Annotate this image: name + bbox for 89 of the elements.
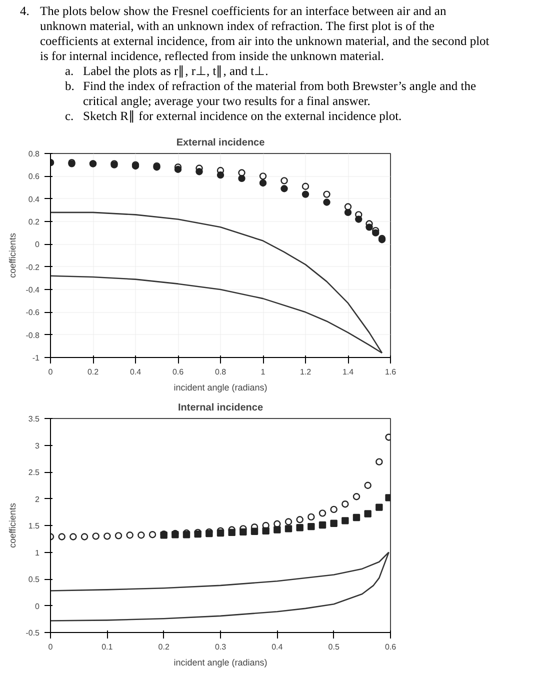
- y-tick-label: 0.2: [28, 218, 40, 227]
- point: [284, 518, 292, 526]
- point: [323, 198, 330, 206]
- point: [318, 510, 326, 517]
- x-tick-label: 0: [48, 642, 54, 652]
- point: [302, 182, 310, 190]
- point: [296, 524, 304, 532]
- point: [126, 532, 134, 539]
- x-axis-title: incident angle (radians): [174, 382, 268, 393]
- y-tick-label: 3.5: [28, 414, 40, 424]
- x-tick-label: 1.4: [342, 368, 354, 377]
- point: [259, 172, 267, 180]
- point: [280, 177, 288, 184]
- y-axis-title: coefficients: [8, 502, 18, 548]
- point: [104, 532, 111, 540]
- y-tick-label: 1.5: [28, 522, 40, 531]
- text: The plots below show the Fresnel coefficients for an interface between air and an unknown material, with an unknown index of refraction. The first plot is of the coefficients at external incidence, from air into the unknown material, and the second plot is for internal incidence, reflected from inside the unknown material.: [40, 4, 490, 64]
- y-tick-label: 0.4: [28, 194, 40, 204]
- point: [238, 174, 246, 182]
- x-tick-label: 0.3: [214, 642, 227, 652]
- chart-title: External incidence: [176, 138, 266, 149]
- y-tick-label: 2.5: [28, 468, 40, 478]
- x-tick-label: 0.6: [384, 642, 397, 652]
- text: b.: [65, 79, 76, 95]
- y-tick-label: 1: [35, 548, 40, 558]
- x-tick-label: 0.2: [87, 368, 100, 377]
- y-tick-label: -0.8: [26, 330, 40, 340]
- chart-title: Internal incidence: [178, 402, 264, 414]
- point: [352, 493, 360, 500]
- point: [323, 190, 330, 198]
- point: [302, 190, 310, 198]
- x-tick-label: 0.4: [272, 642, 284, 652]
- x-tick-label: 0: [48, 368, 54, 377]
- x-tick-label: 0.6: [172, 368, 184, 377]
- point: [274, 526, 281, 534]
- point: [344, 203, 352, 210]
- x-tick-label: 1: [260, 368, 266, 377]
- point: [376, 504, 383, 512]
- point: [80, 533, 88, 540]
- y-tick-label: -0.5: [26, 628, 40, 638]
- y-axis-title: coefficients: [8, 232, 18, 278]
- y-tick-label: -0.2: [26, 262, 40, 272]
- point: [342, 517, 349, 524]
- point: [284, 525, 292, 532]
- y-tick-label: -0.6: [26, 308, 40, 318]
- y-tick-label: -0.4: [26, 286, 40, 295]
- point: [364, 482, 372, 490]
- point: [138, 532, 145, 539]
- y-tick-label: 0.5: [28, 575, 40, 584]
- y-tick-label: -1: [32, 354, 40, 363]
- point: [114, 532, 122, 540]
- text: Find the index of refraction of the material from both Brewster’s angle and the critical angle; average your two results for a final answer.: [83, 79, 478, 109]
- text: a.: [65, 64, 75, 79]
- text: Sketch R∥ for external incidence on the external incidence plot.: [83, 109, 403, 124]
- y-tick-label: 0.8: [28, 150, 40, 159]
- point: [318, 522, 326, 529]
- point: [259, 180, 267, 187]
- point: [364, 510, 372, 518]
- point: [376, 458, 383, 466]
- point: [58, 533, 66, 540]
- point: [352, 514, 360, 522]
- x-tick-label: 0.1: [102, 642, 114, 652]
- point: [296, 516, 304, 524]
- point: [308, 513, 315, 521]
- point: [308, 523, 315, 530]
- point: [92, 532, 100, 540]
- point: [148, 531, 156, 538]
- x-tick-label: 0.4: [130, 368, 142, 377]
- y-tick-label: 0: [35, 240, 40, 250]
- x-tick-label: 0.2: [158, 642, 170, 652]
- point: [342, 500, 349, 508]
- x-axis-title: incident angle (radians): [174, 658, 268, 668]
- x-tick-label: 1.2: [300, 368, 312, 377]
- text: c.: [65, 109, 75, 124]
- point: [280, 185, 288, 192]
- text: Label the plots as r∥, r⊥, t∥, and t⊥.: [83, 64, 270, 79]
- x-tick-label: 0.5: [328, 642, 340, 652]
- x-tick-label: 0.8: [214, 368, 227, 377]
- point: [238, 169, 246, 176]
- y-tick-label: 2: [35, 494, 40, 504]
- point: [330, 506, 338, 514]
- text: 4.: [20, 4, 30, 20]
- point: [330, 520, 338, 528]
- y-tick-label: 0: [35, 602, 40, 611]
- x-tick-label: 1.6: [384, 368, 397, 377]
- point: [70, 533, 77, 540]
- point: [344, 208, 352, 216]
- y-tick-label: 0.6: [28, 172, 40, 182]
- y-tick-label: 3: [35, 441, 40, 450]
